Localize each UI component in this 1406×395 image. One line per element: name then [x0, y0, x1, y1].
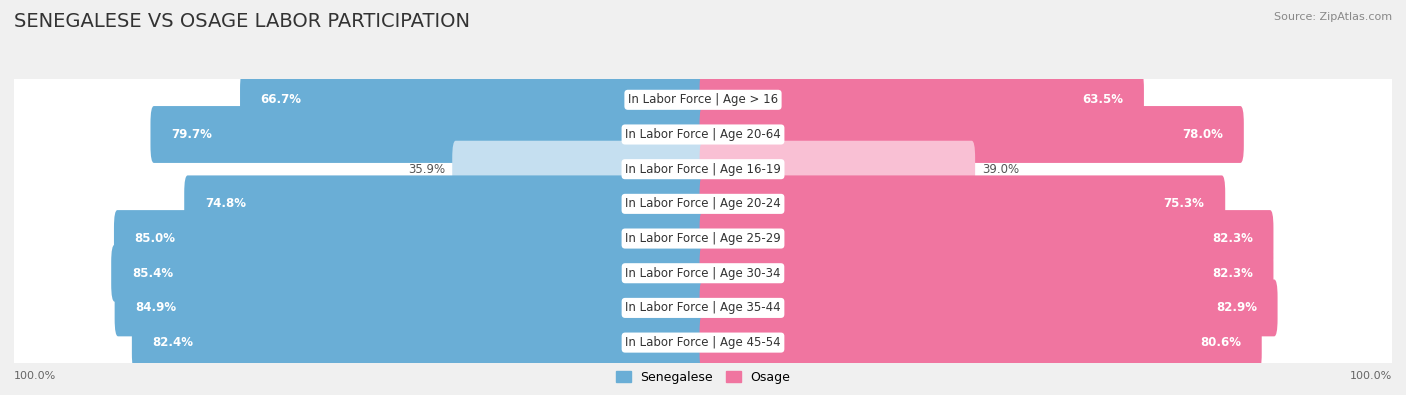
FancyBboxPatch shape	[700, 314, 1261, 371]
FancyBboxPatch shape	[13, 198, 1393, 279]
Text: 39.0%: 39.0%	[981, 163, 1019, 176]
FancyBboxPatch shape	[13, 233, 1393, 314]
FancyBboxPatch shape	[115, 280, 706, 337]
FancyBboxPatch shape	[13, 267, 1393, 349]
Text: SENEGALESE VS OSAGE LABOR PARTICIPATION: SENEGALESE VS OSAGE LABOR PARTICIPATION	[14, 12, 470, 31]
FancyBboxPatch shape	[13, 302, 1393, 384]
Text: 74.8%: 74.8%	[205, 198, 246, 211]
Text: In Labor Force | Age > 16: In Labor Force | Age > 16	[628, 93, 778, 106]
FancyBboxPatch shape	[184, 175, 706, 232]
Text: In Labor Force | Age 45-54: In Labor Force | Age 45-54	[626, 336, 780, 349]
FancyBboxPatch shape	[700, 280, 1278, 337]
Text: 82.9%: 82.9%	[1216, 301, 1257, 314]
Text: In Labor Force | Age 20-64: In Labor Force | Age 20-64	[626, 128, 780, 141]
Text: 85.4%: 85.4%	[132, 267, 173, 280]
Text: In Labor Force | Age 30-34: In Labor Force | Age 30-34	[626, 267, 780, 280]
FancyBboxPatch shape	[13, 302, 1393, 383]
Legend: Senegalese, Osage: Senegalese, Osage	[610, 366, 796, 389]
Text: 80.6%: 80.6%	[1201, 336, 1241, 349]
Text: In Labor Force | Age 25-29: In Labor Force | Age 25-29	[626, 232, 780, 245]
FancyBboxPatch shape	[13, 198, 1393, 280]
FancyBboxPatch shape	[700, 141, 976, 198]
FancyBboxPatch shape	[150, 106, 706, 163]
Text: Source: ZipAtlas.com: Source: ZipAtlas.com	[1274, 12, 1392, 22]
Text: 35.9%: 35.9%	[408, 163, 446, 176]
FancyBboxPatch shape	[13, 128, 1393, 210]
Text: 85.0%: 85.0%	[135, 232, 176, 245]
FancyBboxPatch shape	[700, 71, 1144, 128]
Text: 100.0%: 100.0%	[1350, 371, 1392, 381]
FancyBboxPatch shape	[13, 60, 1393, 140]
FancyBboxPatch shape	[13, 268, 1393, 348]
FancyBboxPatch shape	[132, 314, 706, 371]
Text: 100.0%: 100.0%	[14, 371, 56, 381]
Text: 78.0%: 78.0%	[1182, 128, 1223, 141]
Text: In Labor Force | Age 20-24: In Labor Force | Age 20-24	[626, 198, 780, 211]
Text: 63.5%: 63.5%	[1083, 93, 1123, 106]
FancyBboxPatch shape	[13, 94, 1393, 175]
Text: In Labor Force | Age 16-19: In Labor Force | Age 16-19	[626, 163, 780, 176]
Text: 75.3%: 75.3%	[1164, 198, 1205, 211]
FancyBboxPatch shape	[700, 175, 1225, 232]
FancyBboxPatch shape	[700, 245, 1274, 302]
FancyBboxPatch shape	[13, 59, 1393, 141]
Text: 82.4%: 82.4%	[152, 336, 194, 349]
FancyBboxPatch shape	[700, 210, 1274, 267]
Text: 82.3%: 82.3%	[1212, 232, 1253, 245]
FancyBboxPatch shape	[13, 232, 1393, 314]
FancyBboxPatch shape	[700, 106, 1244, 163]
FancyBboxPatch shape	[13, 129, 1393, 209]
FancyBboxPatch shape	[13, 94, 1393, 175]
FancyBboxPatch shape	[111, 245, 706, 302]
Text: In Labor Force | Age 35-44: In Labor Force | Age 35-44	[626, 301, 780, 314]
Text: 79.7%: 79.7%	[172, 128, 212, 141]
FancyBboxPatch shape	[13, 163, 1393, 245]
FancyBboxPatch shape	[240, 71, 706, 128]
Text: 82.3%: 82.3%	[1212, 267, 1253, 280]
FancyBboxPatch shape	[453, 141, 706, 198]
Text: 66.7%: 66.7%	[260, 93, 302, 106]
FancyBboxPatch shape	[114, 210, 706, 267]
FancyBboxPatch shape	[13, 164, 1393, 244]
Text: 84.9%: 84.9%	[135, 301, 176, 314]
